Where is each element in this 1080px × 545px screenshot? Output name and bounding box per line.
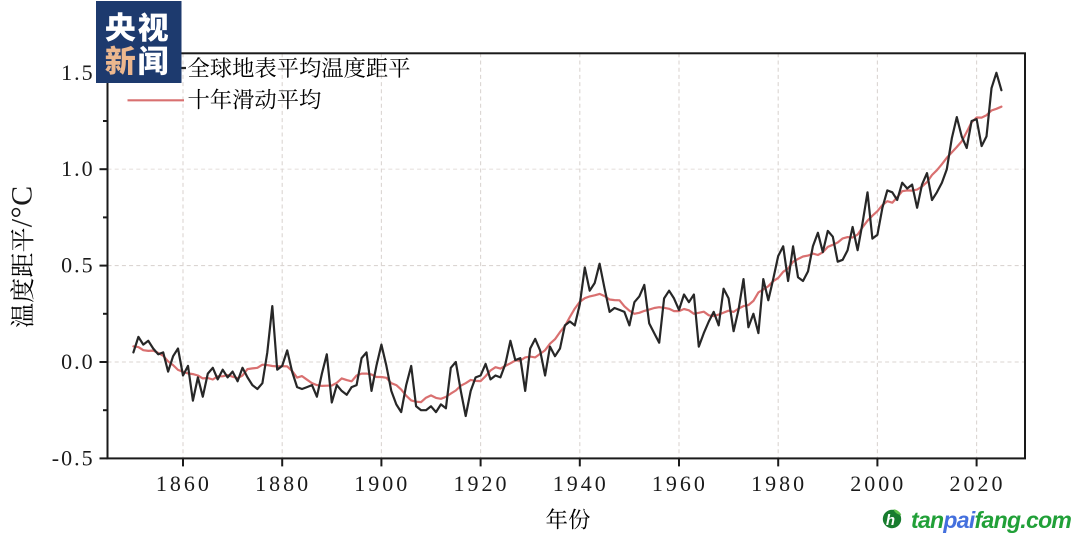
svg-text:1960: 1960: [652, 471, 708, 496]
svg-text:1980: 1980: [751, 471, 807, 496]
svg-text:0.5: 0.5: [61, 253, 95, 278]
svg-text:tanpaifang.com: tanpaifang.com: [911, 507, 1071, 533]
svg-text:1940: 1940: [553, 471, 609, 496]
svg-text:2020: 2020: [950, 471, 1006, 496]
svg-text:1880: 1880: [255, 471, 311, 496]
svg-text:1.5: 1.5: [61, 60, 95, 85]
svg-text:1.0: 1.0: [61, 156, 95, 181]
svg-text:-0.5: -0.5: [52, 445, 95, 470]
svg-text:0.0: 0.0: [61, 349, 95, 374]
svg-text:1920: 1920: [454, 471, 510, 496]
svg-text:1860: 1860: [156, 471, 212, 496]
svg-text:/°C: /°C: [6, 185, 39, 227]
svg-text:1900: 1900: [354, 471, 410, 496]
svg-text:2000: 2000: [850, 471, 906, 496]
svg-text:h: h: [886, 512, 895, 529]
